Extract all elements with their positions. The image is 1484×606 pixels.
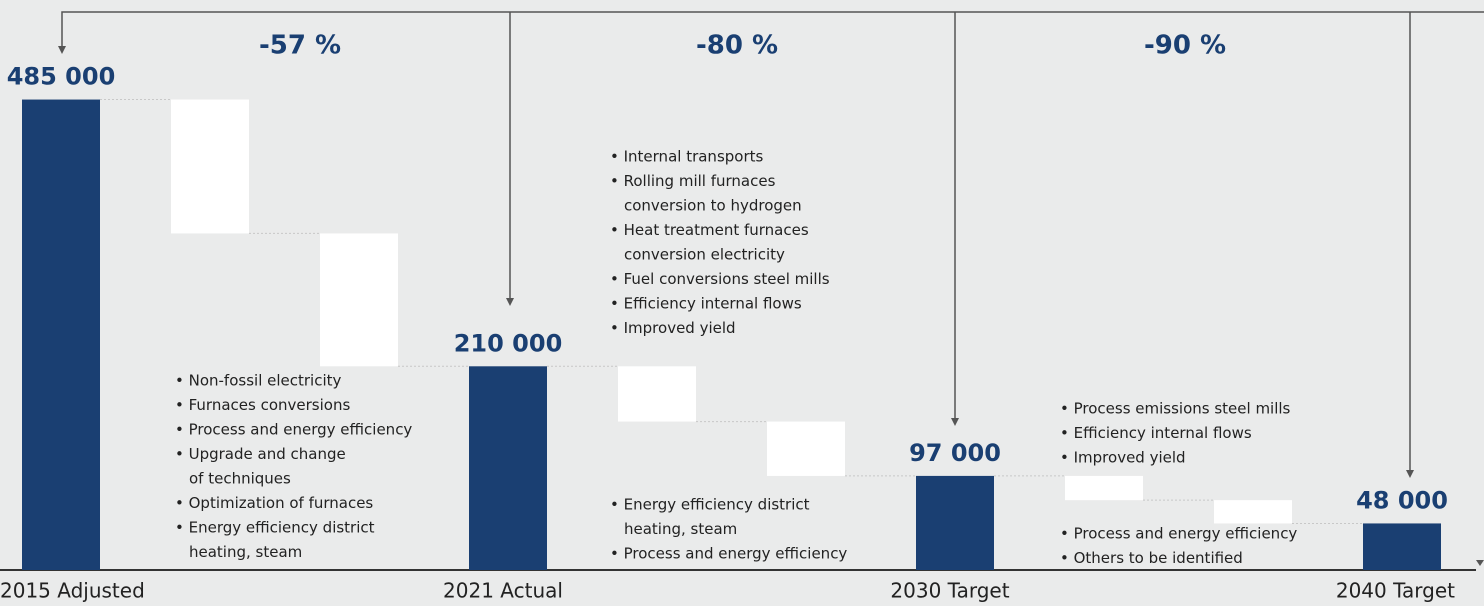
note-line: • Rolling mill furnaces (610, 172, 776, 190)
note-line: conversion to hydrogen (624, 197, 802, 215)
note-line: conversion electricity (624, 246, 785, 264)
arrows (61, 11, 1484, 472)
total-bar (1363, 523, 1441, 570)
note-line: • Optimization of furnaces (175, 494, 373, 512)
note-line: of techniques (189, 470, 291, 488)
arrow-line (61, 11, 1484, 48)
x-tick-label: 2021 Actual (443, 579, 563, 603)
note-line: • Upgrade and change (175, 445, 346, 463)
total-bar (916, 475, 994, 570)
value-label: 48 000 (1356, 486, 1448, 514)
note-line: • Process and energy efficiency (610, 545, 847, 563)
note-line: • Fuel conversions steel mills (610, 270, 830, 288)
note-line: • Internal transports (610, 148, 764, 166)
note-line: • Process emissions steel mills (1060, 400, 1291, 418)
note-line: • Process and energy efficiency (175, 421, 412, 439)
reduction-label: -90 % (1144, 31, 1226, 61)
value-label: 210 000 (454, 329, 563, 357)
reduction-label: -57 % (259, 31, 341, 61)
arrow-heads (58, 46, 1484, 566)
step-bar (1065, 475, 1143, 501)
note-line: • Non-fossil electricity (175, 372, 342, 390)
arrow-head (506, 298, 514, 306)
note-line: • Improved yield (1060, 449, 1186, 467)
reduction-label: -80 % (696, 31, 778, 61)
step-bar (320, 233, 398, 367)
step-bar (1214, 500, 1292, 524)
note-line: • Improved yield (610, 319, 736, 337)
note-line: • Efficiency internal flows (1060, 424, 1252, 442)
x-tick-label: 2015 Adjusted (0, 579, 145, 603)
note-line: • Others to be identified (1060, 549, 1243, 567)
note-line: heating, steam (189, 543, 302, 561)
x-tick-label: 2030 Target (890, 579, 1009, 603)
x-tick-label: 2040 Target (1336, 579, 1455, 603)
note-line: • Process and energy efficiency (1060, 525, 1297, 543)
note-line: • Energy efficiency district (175, 519, 375, 537)
note-line: • Heat treatment furnaces (610, 221, 809, 239)
arrow-head (1406, 470, 1414, 478)
note-line: • Furnaces conversions (175, 396, 350, 414)
step-bar (618, 366, 696, 422)
note-line: • Efficiency internal flows (610, 295, 802, 313)
note-line: heating, steam (624, 520, 737, 538)
step-bar (767, 421, 845, 476)
step-bar (171, 99, 249, 234)
total-bar (469, 366, 547, 570)
arrow-head (951, 418, 959, 426)
total-bar (22, 99, 100, 571)
arrow-head (58, 46, 66, 54)
arrow-head (1476, 560, 1484, 566)
value-label: 97 000 (909, 439, 1001, 467)
value-label: 485 000 (7, 63, 116, 91)
note-line: • Energy efficiency district (610, 496, 810, 514)
